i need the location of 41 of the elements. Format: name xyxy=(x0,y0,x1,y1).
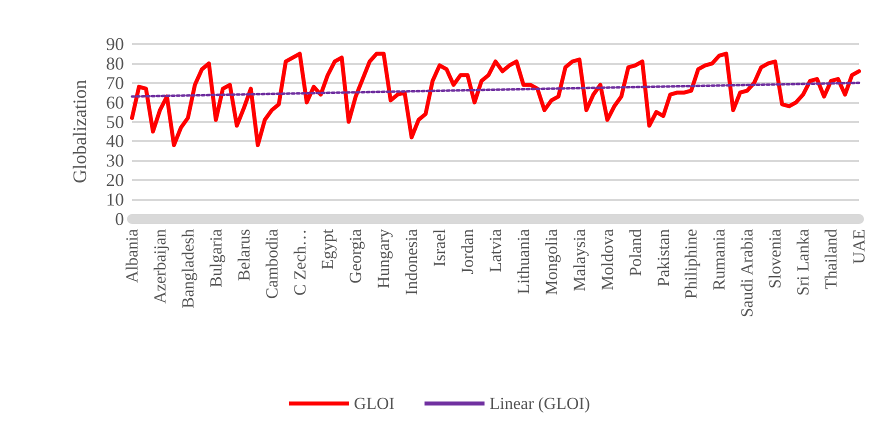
legend-label: GLOI xyxy=(354,394,395,413)
legend-label: Linear (GLOI) xyxy=(490,394,590,413)
x-tick-label: Philiphine xyxy=(682,229,701,299)
x-tick-label: Bulgaria xyxy=(206,228,226,288)
x-tick-label: Azerbaijan xyxy=(150,228,170,304)
x-tick-label: Pakistan xyxy=(654,228,673,287)
x-tick-label: Mongolia xyxy=(542,228,561,296)
y-tick-label: 50 xyxy=(106,112,124,132)
y-tick-label: 40 xyxy=(106,131,124,152)
y-axis-title: Globalization xyxy=(70,79,91,184)
y-tick-label: 0 xyxy=(115,209,124,229)
x-tick-label: Latvia xyxy=(486,228,505,272)
x-tick-label: Lithuania xyxy=(514,228,533,294)
x-tick-label: Belarus xyxy=(234,229,254,281)
y-tick-label: 90 xyxy=(106,34,124,54)
line-series xyxy=(130,52,861,148)
x-tick-label: UAE xyxy=(850,229,868,264)
x-tick-label: Georgia xyxy=(346,228,366,284)
x-tick-label: Rumania xyxy=(710,228,729,290)
y-tick-label: 10 xyxy=(106,190,124,210)
x-tick-label: Thailand xyxy=(822,228,841,290)
x-tick-label: Albania xyxy=(122,228,142,283)
y-tick-label: 80 xyxy=(106,53,124,74)
y-tick-label: 20 xyxy=(106,170,124,190)
x-tick-label: Cambodia xyxy=(262,228,282,299)
x-tick-label: Saudi Arabia xyxy=(738,228,757,318)
x-tick-label: Poland xyxy=(626,228,645,276)
x-tick-label: C Zech… xyxy=(290,229,310,296)
y-tick-label: 70 xyxy=(106,72,124,93)
x-tick-label: Hungary xyxy=(374,228,394,288)
x-tick-label: Moldova xyxy=(598,228,617,290)
x-tick-label: Egypt xyxy=(318,228,338,270)
x-tick-label: Jordan xyxy=(458,228,478,274)
y-tick-label: 60 xyxy=(106,92,124,112)
x-tick-label: Bangladesh xyxy=(178,228,198,308)
x-tick-label: Malaysia xyxy=(570,228,589,292)
x-tick-label: Sri Lanka xyxy=(794,228,813,296)
x-tick-label: Israel xyxy=(430,228,450,267)
x-tick-label: Slovenia xyxy=(766,228,785,288)
y-tick-label: 30 xyxy=(106,150,124,171)
x-tick-label: Indonesia xyxy=(402,228,422,296)
